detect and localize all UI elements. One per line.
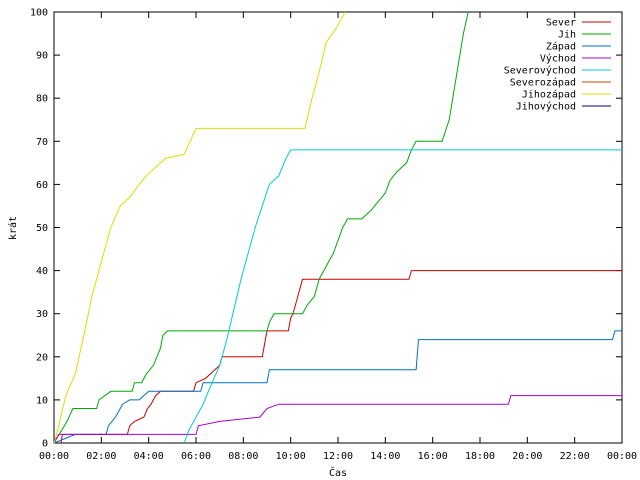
y-tick-label: 0 <box>42 439 48 450</box>
y-tick-label: 100 <box>30 8 48 19</box>
legend-label: Jih <box>558 30 576 41</box>
x-axis-label: Čas <box>329 466 347 479</box>
x-tick-label: 20:00 <box>512 451 542 462</box>
x-tick-label: 12:00 <box>323 451 353 462</box>
x-tick-label: 02:00 <box>86 451 116 462</box>
legend-label: Jihozápad <box>522 89 576 101</box>
legend-label: Jihovýchod <box>516 101 576 113</box>
legend-label: Severovýchod <box>504 65 576 77</box>
series-line-východ <box>53 395 622 444</box>
x-tick-label: 10:00 <box>276 451 306 462</box>
x-tick-label: 00:00 <box>607 451 637 462</box>
y-tick-label: 80 <box>36 94 48 105</box>
series-line-západ <box>53 330 622 444</box>
x-tick-label: 00:00 <box>39 451 69 462</box>
legend-label: Západ <box>546 41 576 53</box>
y-tick-label: 60 <box>36 180 48 191</box>
y-tick-label: 90 <box>36 51 48 62</box>
y-tick-label: 70 <box>36 137 48 148</box>
legend: SeverJihZápadVýchodSeverovýchodSeverozáp… <box>504 18 611 113</box>
y-tick-label: 10 <box>36 395 48 406</box>
series-lines <box>53 11 622 444</box>
series-line-jih <box>53 11 469 444</box>
series-line-sever <box>60 270 622 444</box>
y-tick-label: 50 <box>36 223 48 234</box>
series-line-jihozápad <box>53 11 346 444</box>
y-tick-label: 30 <box>36 309 48 320</box>
legend-label: Severozápad <box>510 77 576 89</box>
y-axis-label: krát <box>7 216 19 240</box>
x-tick-label: 22:00 <box>560 451 590 462</box>
x-tick-label: 06:00 <box>181 451 211 462</box>
x-tick-label: 14:00 <box>370 451 400 462</box>
legend-label: Sever <box>546 18 576 29</box>
x-tick-label: 16:00 <box>418 451 448 462</box>
x-axis: 00:00 02:00 04:00 06:00 08:00 10:00 12:00 14:00… <box>39 12 637 462</box>
x-tick-label: 18:00 <box>465 451 495 462</box>
legend-label: Východ <box>540 53 576 65</box>
series-line-severovýchod <box>183 149 622 444</box>
y-tick-label: 40 <box>36 266 48 277</box>
x-tick-label: 08:00 <box>228 451 258 462</box>
x-tick-label: 04:00 <box>134 451 164 462</box>
y-tick-label: 20 <box>36 352 48 363</box>
